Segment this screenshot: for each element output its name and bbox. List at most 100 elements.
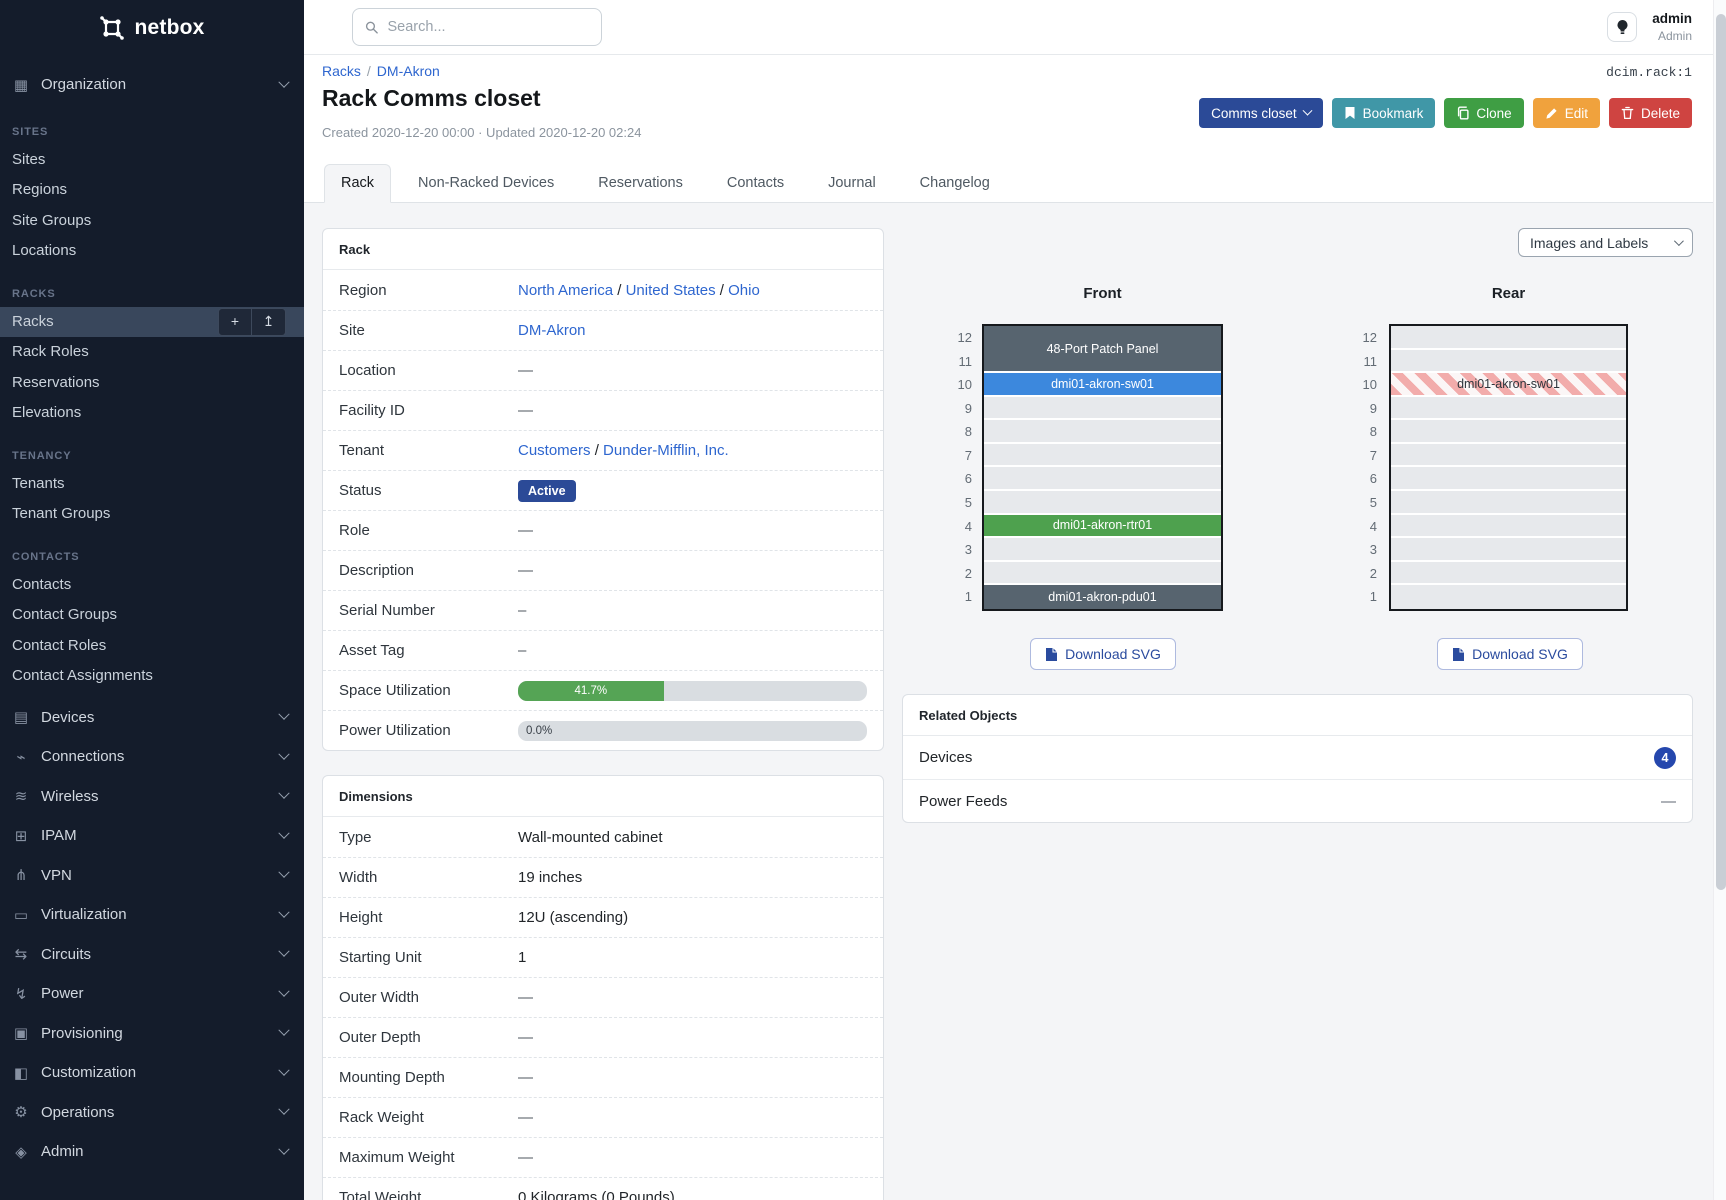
rack-unit-empty[interactable] xyxy=(1391,585,1626,609)
tab-changelog[interactable]: Changelog xyxy=(919,175,990,191)
sidebar-item-label: Tenant Groups xyxy=(12,505,111,522)
search-input[interactable] xyxy=(387,19,589,35)
unit-number: 11 xyxy=(1363,353,1378,369)
tab-reservations[interactable]: Reservations xyxy=(598,175,683,191)
theme-toggle-button[interactable] xyxy=(1607,12,1637,42)
left-column: Rack Region North America / United States… xyxy=(322,228,884,1200)
unit-number: 7 xyxy=(964,447,972,463)
scrollbar-thumb[interactable] xyxy=(1715,14,1726,890)
rack-group-button[interactable]: Comms closet xyxy=(1199,98,1323,128)
detail-link-dunder-mifflin-inc[interactable]: Dunder-Mifflin, Inc. xyxy=(603,442,729,459)
related-objects-title: Related Objects xyxy=(903,695,1692,736)
right-column: Images and Labels Front 12 11 10 9 8 7 6 5 4 3 2 1 … xyxy=(902,228,1693,1200)
rack-unit-empty[interactable] xyxy=(984,443,1221,468)
monitor-icon: ▭ xyxy=(13,906,29,924)
sidebar: netbox ▦ Organization SITES Sites Regions Sit… xyxy=(0,0,304,1200)
rack-unit-empty[interactable] xyxy=(984,420,1221,444)
rack-unit-empty[interactable] xyxy=(1391,561,1626,586)
related-row-devices[interactable]: Devices 4 xyxy=(903,736,1692,779)
sidebar-item-power[interactable]: ↯ Power xyxy=(0,974,304,1014)
sidebar-item-contact-groups[interactable]: Contact Groups xyxy=(0,600,304,631)
related-objects-list: Devices 4 Power Feeds — xyxy=(903,736,1692,822)
sidebar-item-sites[interactable]: Sites xyxy=(0,145,304,176)
rack-unit-empty[interactable] xyxy=(984,491,1221,515)
rack-detail-table: Region North America / United States / Oh… xyxy=(323,270,883,750)
rack-unit-empty[interactable] xyxy=(1391,467,1626,492)
sidebar-item-virtualization[interactable]: ▭ Virtualization xyxy=(0,895,304,935)
tab-bar: Rack Non-Racked Devices Reservations Contac… xyxy=(324,164,1017,203)
detail-link-ohio[interactable]: Ohio xyxy=(728,281,760,299)
sidebar-item-tenants[interactable]: Tenants xyxy=(0,469,304,500)
detail-link-dm-akron[interactable]: DM-Akron xyxy=(518,322,586,339)
sidebar-item-operations[interactable]: ⚙ Operations xyxy=(0,1093,304,1133)
sidebar-item-devices[interactable]: ▤ Devices xyxy=(0,698,304,738)
rack-unit-empty[interactable] xyxy=(984,396,1221,421)
tab-journal[interactable]: Journal xyxy=(828,175,876,191)
breadcrumb-link-racks[interactable]: Racks xyxy=(322,63,361,79)
rack-unit-empty[interactable] xyxy=(1391,420,1626,444)
sidebar-item-organization[interactable]: ▦ Organization xyxy=(0,65,304,105)
netbox-logo[interactable]: netbox xyxy=(0,0,304,55)
rack-unit-empty[interactable] xyxy=(984,467,1221,492)
delete-button[interactable]: Delete xyxy=(1608,98,1692,128)
sidebar-item-admin[interactable]: ◈ Admin xyxy=(0,1132,304,1172)
sidebar-item-elevations[interactable]: Elevations xyxy=(0,398,304,429)
upload-icon[interactable]: ↥ xyxy=(252,307,286,336)
sidebar-item-customization[interactable]: ◧ Customization xyxy=(0,1053,304,1093)
user-menu[interactable]: admin Admin xyxy=(1652,9,1692,45)
sidebar-item-tenant-groups[interactable]: Tenant Groups xyxy=(0,499,304,530)
rack-unit-empty[interactable] xyxy=(1391,396,1626,421)
edit-button[interactable]: Edit xyxy=(1532,98,1600,128)
rack-unit-device[interactable]: dmi01-akron-pdu01 xyxy=(984,585,1221,609)
sidebar-item-vpn[interactable]: ⋔ VPN xyxy=(0,856,304,896)
rack-unit-empty[interactable] xyxy=(984,538,1221,562)
sidebar-item-label: Reservations xyxy=(12,373,100,391)
sidebar-item-contact-roles[interactable]: Contact Roles xyxy=(0,631,304,662)
download-svg-rear-button[interactable]: Download SVG xyxy=(1437,638,1583,670)
rack-unit-device[interactable]: dmi01-akron-sw01 xyxy=(1391,373,1626,397)
rack-unit-empty[interactable] xyxy=(1391,491,1626,515)
sidebar-item-label: Wireless xyxy=(41,787,99,805)
detail-label: Status xyxy=(339,482,382,499)
rack-unit-empty[interactable] xyxy=(1391,514,1626,539)
tab-rack[interactable]: Rack xyxy=(324,164,392,203)
detail-link-customers[interactable]: Customers xyxy=(518,442,591,459)
elevation-view-select[interactable]: Images and Labels xyxy=(1518,228,1693,257)
scrollbar-track[interactable] xyxy=(1713,0,1726,1200)
detail-label: Outer Width xyxy=(339,989,420,1006)
breadcrumb-link-dm-akron[interactable]: DM-Akron xyxy=(376,63,440,79)
tab-non-racked-devices[interactable]: Non-Racked Devices xyxy=(418,175,555,191)
rack-unit-empty[interactable] xyxy=(1391,349,1626,374)
sidebar-item-site-groups[interactable]: Site Groups xyxy=(0,206,304,237)
sidebar-item-rack-roles[interactable]: Rack Roles xyxy=(0,337,304,368)
detail-link-north-america[interactable]: North America xyxy=(518,281,614,299)
related-count-empty: — xyxy=(1661,792,1676,810)
rack-unit-device[interactable]: dmi01-akron-rtr01 xyxy=(984,514,1221,539)
sidebar-item-circuits[interactable]: ⇆ Circuits xyxy=(0,935,304,975)
rack-unit-empty[interactable] xyxy=(1391,443,1626,468)
rack-unit-empty[interactable] xyxy=(984,561,1221,586)
sidebar-item-provisioning[interactable]: ▣ Provisioning xyxy=(0,1014,304,1054)
detail-link-united-states[interactable]: United States xyxy=(625,281,716,299)
bookmark-button[interactable]: Bookmark xyxy=(1331,98,1436,128)
sidebar-item-contact-assignments[interactable]: Contact Assignments xyxy=(0,661,304,692)
detail-value: — xyxy=(518,1109,533,1126)
sidebar-item-connections[interactable]: ⌁ Connections xyxy=(0,737,304,777)
sidebar-item-ipam[interactable]: ⊞ IPAM xyxy=(0,816,304,856)
rack-unit-empty[interactable] xyxy=(1391,538,1626,562)
lightbulb-icon xyxy=(1616,19,1628,34)
download-svg-front-button[interactable]: Download SVG xyxy=(1030,638,1176,670)
tab-contacts[interactable]: Contacts xyxy=(726,175,785,191)
rack-unit-empty[interactable] xyxy=(1391,326,1626,350)
sidebar-item-regions[interactable]: Regions xyxy=(0,175,304,206)
sidebar-item-wireless[interactable]: ≋ Wireless xyxy=(0,777,304,817)
plus-icon[interactable]: + xyxy=(218,307,252,336)
clone-button[interactable]: Clone xyxy=(1444,98,1524,128)
sidebar-item-contacts[interactable]: Contacts xyxy=(0,570,304,601)
sidebar-item-racks[interactable]: Racks + ↥ xyxy=(0,306,304,337)
sidebar-item-locations[interactable]: Locations xyxy=(0,236,304,267)
rack-unit-device[interactable]: dmi01-akron-sw01 xyxy=(984,373,1221,397)
related-row-power-feeds[interactable]: Power Feeds — xyxy=(903,779,1692,822)
sidebar-item-reservations[interactable]: Reservations xyxy=(0,368,304,399)
rack-unit-device[interactable]: 48-Port Patch Panel xyxy=(984,326,1221,374)
